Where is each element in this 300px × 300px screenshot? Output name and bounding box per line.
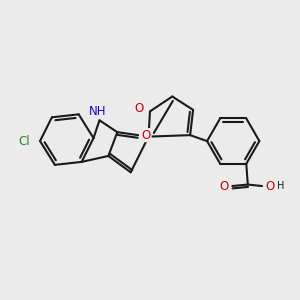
Text: O: O: [266, 179, 275, 193]
Text: O: O: [134, 102, 143, 115]
Text: H: H: [277, 181, 284, 191]
Text: Cl: Cl: [19, 135, 30, 148]
Text: O: O: [219, 179, 229, 193]
Text: O: O: [142, 129, 151, 142]
Text: NH: NH: [89, 106, 107, 118]
